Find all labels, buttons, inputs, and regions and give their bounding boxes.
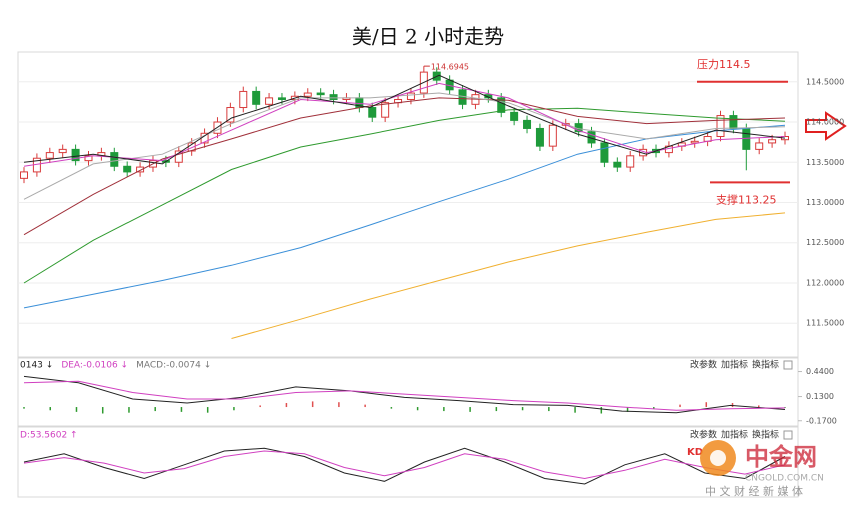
- candle-body: [123, 165, 132, 173]
- candle-body: [174, 150, 183, 163]
- line-series: [231, 212, 786, 339]
- candle-body: [265, 97, 274, 105]
- candle-body: [252, 90, 261, 105]
- candle-body: [729, 115, 738, 129]
- candle-body: [45, 152, 54, 159]
- y-tick-label: 0.1300: [806, 392, 834, 401]
- line-series: [23, 74, 786, 165]
- candle-body: [226, 107, 235, 123]
- candle-body: [497, 97, 506, 113]
- candle-body: [484, 94, 493, 99]
- y-tick-label: 114.0000: [806, 118, 844, 127]
- line-series: [23, 380, 786, 411]
- indicator-legend: 0143 ↓: [20, 361, 53, 371]
- y-tick-label: 112.5000: [806, 238, 844, 247]
- toolbar-button[interactable]: 换指标: [752, 429, 779, 441]
- candle-body: [406, 92, 415, 100]
- toolbar-button[interactable]: 加指标: [721, 359, 748, 371]
- indicator-legend: MACD:-0.0074 ↓: [136, 361, 211, 371]
- candle-body: [768, 139, 777, 144]
- candle-body: [600, 142, 609, 163]
- candle-body: [535, 127, 544, 147]
- main-panel: [17, 51, 799, 358]
- toolbar-button[interactable]: 换指标: [752, 359, 779, 371]
- toolbar-button[interactable]: 改参数: [690, 359, 717, 371]
- candle-body: [368, 107, 377, 118]
- y-tick-label: 111.5000: [806, 319, 844, 328]
- logo-core: [710, 450, 726, 466]
- candle-body: [110, 152, 119, 167]
- candle-body: [303, 92, 312, 97]
- candle-body: [626, 155, 635, 168]
- y-tick-label: 112.0000: [806, 278, 844, 287]
- y-tick-label: 114.5000: [806, 77, 844, 86]
- toolbar-button[interactable]: 改参数: [690, 429, 717, 441]
- candle-body: [71, 148, 80, 162]
- watermark-slogan: 中 文 财 经 新 媒 体: [705, 484, 803, 498]
- watermark-site: CNGOLD.COM.CN: [745, 474, 824, 484]
- candle-body: [716, 115, 725, 137]
- toolbar-button[interactable]: 加指标: [721, 429, 748, 441]
- close-button[interactable]: [783, 430, 793, 440]
- chart-title: 美/日 2 小时走势: [352, 25, 504, 49]
- candle-body: [136, 166, 145, 173]
- y-tick-label: 113.0000: [806, 198, 844, 207]
- indicator-legend: D:53.5602 ↑: [20, 431, 78, 441]
- watermark-name: 中金网: [745, 443, 817, 471]
- candle-body: [329, 94, 338, 100]
- candle-body: [548, 124, 557, 147]
- candle-body: [84, 155, 93, 162]
- line-series: [23, 450, 786, 480]
- candle-body: [690, 140, 699, 144]
- line-series: [23, 375, 786, 414]
- candle-body: [20, 171, 28, 179]
- level-label: 支撑113.25: [716, 192, 777, 206]
- kdj-panel: [17, 426, 799, 498]
- candle-body: [742, 127, 751, 150]
- candle-body: [510, 111, 519, 121]
- candle-body: [316, 92, 325, 96]
- candle-body: [613, 161, 622, 168]
- candle-body: [523, 119, 532, 129]
- line-series: [23, 92, 786, 200]
- y-tick-label: 113.5000: [806, 158, 844, 167]
- candle-body: [277, 97, 286, 100]
- arrow: [805, 111, 847, 141]
- peak-label: 114.6945: [431, 63, 469, 72]
- indicator-note: KD: [687, 447, 703, 458]
- y-tick-label: 0.4400: [806, 367, 834, 376]
- y-tick-label: -0.1700: [806, 416, 837, 425]
- level-label: 压力114.5: [697, 58, 751, 71]
- candle-body: [239, 90, 248, 109]
- macd-panel: [17, 357, 799, 427]
- watermark: 中金网 CNGOLD.COM.CN 中 文 财 经 新 媒 体: [700, 440, 824, 498]
- candle-body: [381, 102, 390, 118]
- close-button[interactable]: [783, 360, 793, 370]
- line-series: [23, 447, 786, 485]
- line-series: [23, 107, 786, 284]
- candle-body: [58, 148, 67, 154]
- line-series: [23, 97, 786, 236]
- candle-body: [755, 142, 764, 150]
- indicator-legend: DEA:-0.0106 ↓: [61, 361, 128, 371]
